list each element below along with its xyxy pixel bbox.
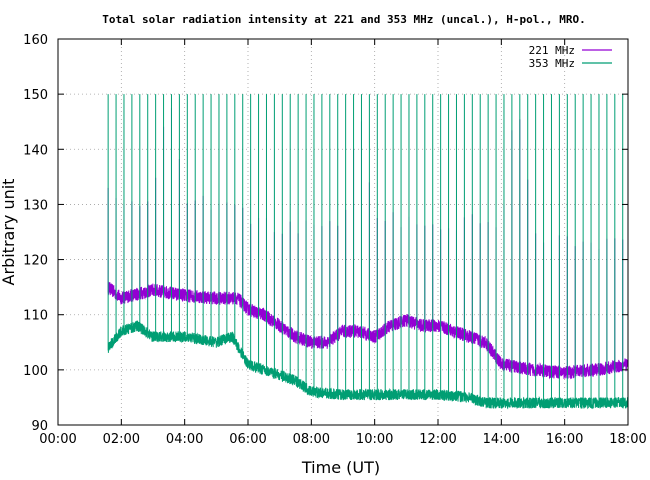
x-tick-label: 14:00: [483, 432, 520, 447]
series-layer: [107, 94, 629, 410]
y-tick-label: 160: [23, 33, 48, 48]
x-tick-label: 16:00: [546, 432, 583, 447]
y-tick-label: 90: [31, 419, 48, 434]
x-tick-label: 10:00: [356, 432, 393, 447]
ticks: 90 100 110 120 130 140 150 160 00:00 02:00 04:00 06…: [23, 33, 647, 447]
x-tick-label: 02:00: [103, 432, 140, 447]
legend-label-221: 221 MHz: [529, 44, 575, 57]
y-tick-label: 150: [23, 88, 48, 103]
x-tick-label: 04:00: [166, 432, 203, 447]
x-tick-label: 08:00: [293, 432, 330, 447]
x-tick-label: 12:00: [419, 432, 456, 447]
y-tick-label: 140: [23, 143, 48, 158]
y-tick-label: 110: [23, 309, 48, 324]
plot-frame: [57, 38, 629, 426]
chart-title: Total solar radiation intensity at 221 a…: [102, 13, 585, 26]
y-axis-label: Arbitrary unit: [0, 179, 18, 286]
legend: 221 MHz 353 MHz: [529, 44, 612, 70]
y-tick-label: 120: [23, 254, 48, 269]
x-tick-label: 06:00: [229, 432, 266, 447]
legend-label-353: 353 MHz: [529, 57, 575, 70]
series-line-353mhz: [107, 94, 629, 410]
x-tick-label: 00:00: [39, 432, 76, 447]
grid: [58, 39, 628, 425]
x-tick-label: 18:00: [609, 432, 646, 447]
y-tick-label: 100: [23, 364, 48, 379]
x-axis-label: Time (UT): [301, 458, 380, 477]
y-tick-label: 130: [23, 198, 48, 213]
